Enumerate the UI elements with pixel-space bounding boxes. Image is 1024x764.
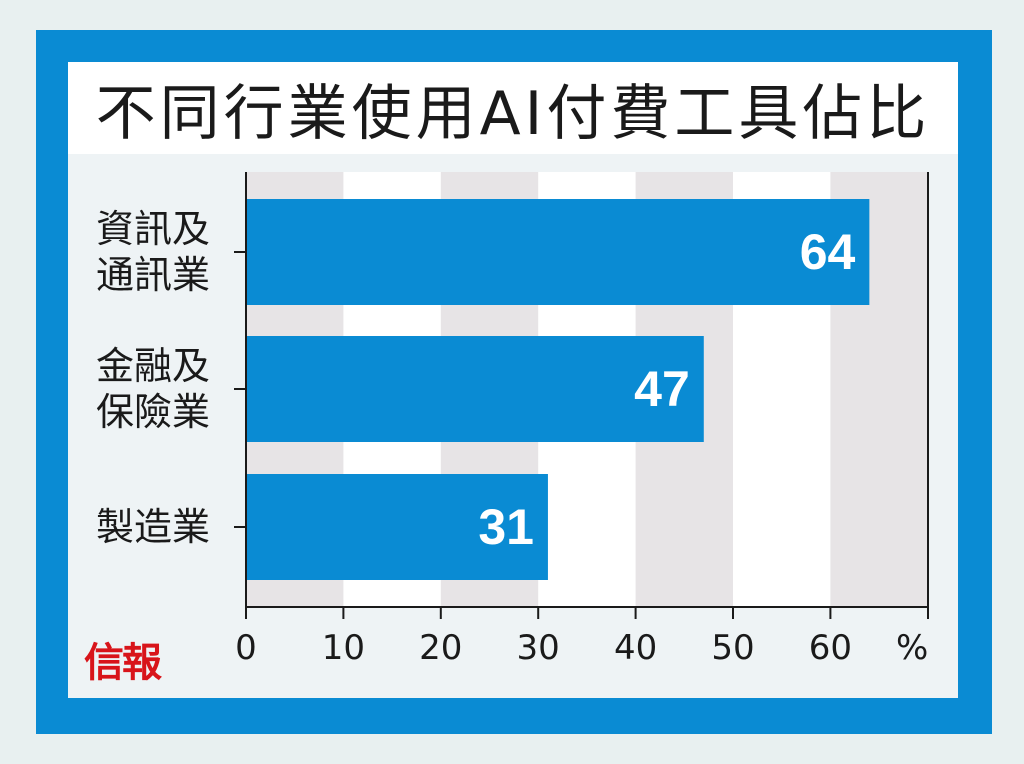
x-tick-label: 20 xyxy=(419,628,463,668)
x-tick-label: 30 xyxy=(516,628,560,668)
bar-1 xyxy=(246,199,870,305)
bar-value-label-2: 47 xyxy=(634,361,690,417)
x-tick-label: 40 xyxy=(613,628,658,668)
bar-2 xyxy=(246,336,704,442)
x-tick-label: 50 xyxy=(711,628,755,668)
x-tick-label: 10 xyxy=(321,628,366,668)
chart-title: 不同行業使用AI付費工具佔比 xyxy=(68,62,958,154)
category-label-1: 資訊及 通訊業 xyxy=(96,207,211,297)
hkej-logo: 信報 xyxy=(84,639,162,686)
category-label-2: 金融及 保險業 xyxy=(96,344,211,434)
category-label-3: 製造業 xyxy=(96,505,211,549)
bar-value-label-1: 64 xyxy=(800,224,856,280)
x-tick-label: 60 xyxy=(808,628,853,668)
bar-value-label-3: 31 xyxy=(478,499,534,555)
x-unit-label: % xyxy=(896,628,929,668)
bar-3 xyxy=(246,474,548,580)
x-tick-label: 0 xyxy=(235,628,257,668)
